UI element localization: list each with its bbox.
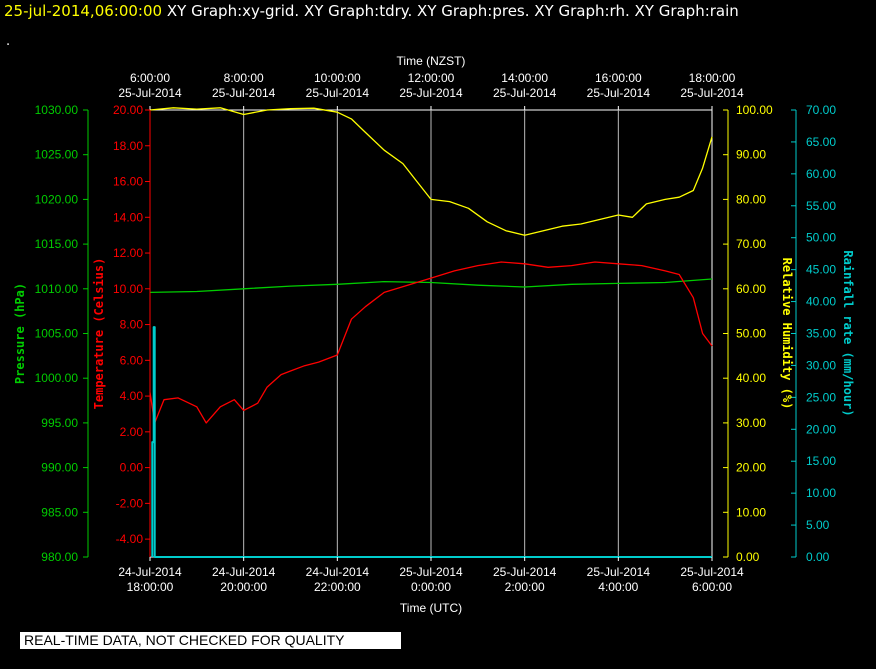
series-line-temperature [149, 261, 713, 424]
series-line-pressure [149, 278, 713, 294]
rainfall-axis-title: Rainfall rate (mm/hour) [841, 250, 855, 416]
x-top-tick-date: 25-Jul-2014 [493, 86, 557, 100]
temperature-tick-label: 2.00 [120, 425, 144, 439]
x-bottom-tick-label: 2:00:00 [505, 580, 545, 594]
series-line-humidity [149, 107, 713, 236]
pressure-tick-label: 985.00 [41, 505, 78, 519]
x-bottom-tick-date: 25-Jul-2014 [493, 565, 557, 579]
x-top-tick-date: 25-Jul-2014 [306, 86, 370, 100]
temperature-tick-label: 6.00 [120, 353, 144, 367]
rainfall-tick-label: 5.00 [806, 518, 830, 532]
x-top-tick-label: 10:00:00 [314, 71, 361, 85]
temperature-tick-label: 14.00 [113, 210, 143, 224]
x-bottom-tick-date: 25-Jul-2014 [587, 565, 651, 579]
humidity-axis-title: Relative Humidity (%) [780, 258, 794, 410]
pressure-tick-label: 1005.00 [35, 327, 79, 341]
temperature-tick-label: 10.00 [113, 282, 143, 296]
humidity-tick-label: 40.00 [736, 371, 766, 385]
x-top-tick-label: 18:00:00 [689, 71, 736, 85]
temperature-tick-label: 0.00 [120, 461, 144, 475]
x-bottom-tick-label: 4:00:00 [598, 580, 638, 594]
x-bottom-tick-label: 6:00:00 [692, 580, 732, 594]
pressure-tick-label: 995.00 [41, 416, 78, 430]
x-top-tick-date: 25-Jul-2014 [212, 86, 276, 100]
rainfall-tick-label: 35.00 [806, 327, 836, 341]
humidity-tick-label: 80.00 [736, 192, 766, 206]
humidity-tick-label: 70.00 [736, 237, 766, 251]
humidity-tick-label: 10.00 [736, 505, 766, 519]
humidity-tick-label: 100.00 [736, 103, 773, 117]
chart-axes [83, 106, 797, 561]
rainfall-tick-label: 10.00 [806, 486, 836, 500]
x-bottom-tick-date: 24-Jul-2014 [306, 565, 370, 579]
x-top-tick-date: 25-Jul-2014 [399, 86, 463, 100]
x-top-tick-label: 14:00:00 [501, 71, 548, 85]
x-top-tick-date: 25-Jul-2014 [118, 86, 182, 100]
x-bottom-tick-date: 24-Jul-2014 [212, 565, 276, 579]
temperature-tick-label: 20.00 [113, 103, 143, 117]
temperature-tick-label: -2.00 [116, 496, 144, 510]
series-lines [149, 107, 713, 558]
rainfall-tick-label: 20.00 [806, 422, 836, 436]
pressure-tick-label: 980.00 [41, 550, 78, 564]
x-bottom-tick-date: 25-Jul-2014 [399, 565, 463, 579]
x-top-axis-title: Time (NZST) [397, 54, 466, 68]
humidity-tick-label: 90.00 [736, 148, 766, 162]
humidity-tick-label: 0.00 [736, 550, 760, 564]
temperature-axis-title: Temperature (Celsius) [92, 258, 106, 410]
x-top-tick-label: 16:00:00 [595, 71, 642, 85]
rainfall-tick-label: 55.00 [806, 199, 836, 213]
axis-labels: 6:00:0025-Jul-201424-Jul-201418:00:008:0… [13, 54, 855, 615]
pressure-tick-label: 1010.00 [35, 282, 79, 296]
rainfall-tick-label: 60.00 [806, 167, 836, 181]
rainfall-tick-label: 70.00 [806, 103, 836, 117]
rainfall-tick-label: 30.00 [806, 358, 836, 372]
humidity-tick-label: 30.00 [736, 416, 766, 430]
pressure-tick-label: 1025.00 [35, 148, 79, 162]
x-top-tick-label: 8:00:00 [224, 71, 264, 85]
x-top-tick-date: 25-Jul-2014 [680, 86, 744, 100]
header-graph-titles: XY Graph:xy-grid. XY Graph:tdry. XY Grap… [166, 2, 739, 20]
temperature-tick-label: 18.00 [113, 139, 143, 153]
x-bottom-tick-label: 18:00:00 [127, 580, 174, 594]
x-top-tick-label: 12:00:00 [408, 71, 455, 85]
x-bottom-tick-label: 22:00:00 [314, 580, 361, 594]
rainfall-tick-label: 0.00 [806, 550, 830, 564]
pressure-tick-label: 1030.00 [35, 103, 79, 117]
humidity-tick-label: 60.00 [736, 282, 766, 296]
temperature-tick-label: -4.00 [116, 532, 144, 546]
x-top-tick-label: 6:00:00 [130, 71, 170, 85]
pressure-tick-label: 1000.00 [35, 371, 79, 385]
rainfall-tick-label: 65.00 [806, 135, 836, 149]
x-top-tick-date: 25-Jul-2014 [587, 86, 651, 100]
x-bottom-tick-date: 25-Jul-2014 [680, 565, 744, 579]
rainfall-tick-label: 50.00 [806, 231, 836, 245]
humidity-tick-label: 20.00 [736, 461, 766, 475]
rainfall-tick-label: 25.00 [806, 390, 836, 404]
rainfall-tick-label: 45.00 [806, 263, 836, 277]
rainfall-tick-label: 15.00 [806, 454, 836, 468]
x-bottom-tick-label: 20:00:00 [220, 580, 267, 594]
chart-header: 25-jul-2014,06:00:00 XY Graph:xy-grid. X… [4, 2, 739, 20]
grid-lines [149, 109, 713, 558]
x-bottom-tick-label: 0:00:00 [411, 580, 451, 594]
rainfall-tick-label: 40.00 [806, 295, 836, 309]
temperature-tick-label: 4.00 [120, 389, 144, 403]
pressure-tick-label: 990.00 [41, 461, 78, 475]
header-dot: . [6, 34, 11, 49]
x-bottom-tick-date: 24-Jul-2014 [118, 565, 182, 579]
humidity-tick-label: 50.00 [736, 327, 766, 341]
quality-disclaimer: REAL-TIME DATA, NOT CHECKED FOR QUALITY [20, 632, 401, 649]
temperature-tick-label: 16.00 [113, 175, 143, 189]
pressure-tick-label: 1020.00 [35, 192, 79, 206]
pressure-axis-title: Pressure (hPa) [13, 283, 27, 384]
x-bottom-axis-title: Time (UTC) [400, 601, 462, 615]
series-line-rainfall [151, 326, 712, 558]
temperature-tick-label: 12.00 [113, 246, 143, 260]
pressure-tick-label: 1015.00 [35, 237, 79, 251]
header-datetime: 25-jul-2014,06:00:00 [4, 2, 163, 20]
temperature-tick-label: 8.00 [120, 318, 144, 332]
